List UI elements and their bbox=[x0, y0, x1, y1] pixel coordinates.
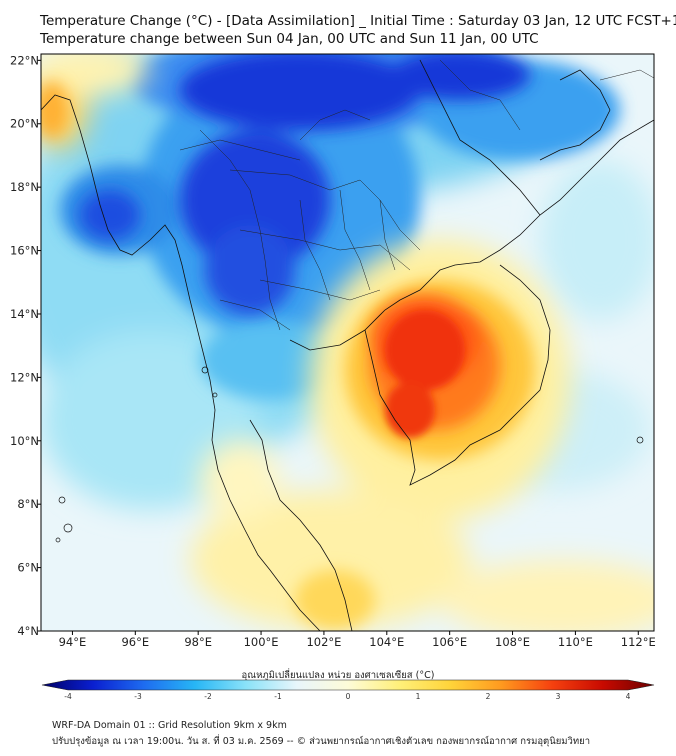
lat-tick-label: 4°N bbox=[17, 624, 39, 638]
lon-tick-label: 106°E bbox=[432, 635, 467, 649]
colorbar-tick-label: 1 bbox=[416, 692, 421, 701]
lat-tick-label: 14°N bbox=[10, 307, 39, 321]
lon-tick-label: 94°E bbox=[59, 635, 87, 649]
longitude-ticks: 94°E 96°E 98°E 100°E 102°E 104°E 106°E 108°E 110… bbox=[59, 631, 656, 649]
map-title: Temperature Change (°C) - [Data Assimila… bbox=[40, 13, 676, 29]
colorbar-label: อุณหภูมิเปลี่ยนแปลง หน่วย องศาเซลเซียส (… bbox=[241, 670, 435, 681]
colorbar-tick-label: 0 bbox=[346, 692, 351, 701]
lon-tick-label: 104°E bbox=[369, 635, 404, 649]
colorbar-tick-label: -4 bbox=[64, 692, 72, 701]
latitude-ticks: 22°N 20°N 18°N 16°N 14°N 12°N 10°N 8°N 6°N 4°N bbox=[10, 53, 41, 638]
lon-tick-label: 96°E bbox=[121, 635, 149, 649]
map-frame bbox=[40, 53, 655, 632]
lon-tick-label: 112°E bbox=[621, 635, 656, 649]
lon-tick-label: 102°E bbox=[306, 635, 341, 649]
temperature-map: 94°E 96°E 98°E 100°E 102°E 104°E 106°E 108°E 110… bbox=[10, 53, 656, 649]
colorbar-tick-label: -3 bbox=[134, 692, 142, 701]
lat-tick-label: 10°N bbox=[10, 434, 39, 448]
colorbar-tick-label: 4 bbox=[626, 692, 631, 701]
colorbar-bar bbox=[41, 679, 655, 691]
province-borders bbox=[179, 59, 654, 331]
lat-tick-label: 20°N bbox=[10, 117, 39, 131]
colorbar-tick-label: 2 bbox=[486, 692, 491, 701]
lon-tick-label: 98°E bbox=[184, 635, 212, 649]
map-subtitle: Temperature change between Sun 04 Jan, 0… bbox=[40, 31, 539, 47]
colorbar-ticks: -4 -3 -2 -1 0 1 2 3 4 bbox=[64, 692, 630, 701]
colorbar-tick-label: -1 bbox=[274, 692, 282, 701]
lat-tick-label: 6°N bbox=[17, 561, 39, 575]
lat-tick-label: 12°N bbox=[10, 370, 39, 384]
footer-credit: ปรับปรุงข้อมูล ณ เวลา 19:00น. วัน ส. ที่… bbox=[52, 736, 591, 747]
islands bbox=[55, 366, 644, 543]
colorbar-tick-label: 3 bbox=[556, 692, 561, 701]
lat-tick-label: 18°N bbox=[10, 180, 39, 194]
lat-tick-label: 22°N bbox=[10, 53, 39, 67]
footer-model-info: WRF-DA Domain 01 :: Grid Resolution 9km … bbox=[52, 720, 287, 731]
lon-tick-label: 108°E bbox=[495, 635, 530, 649]
lon-tick-label: 100°E bbox=[244, 635, 279, 649]
lat-tick-label: 8°N bbox=[17, 497, 39, 511]
temperature-field bbox=[41, 54, 654, 631]
lat-tick-label: 16°N bbox=[10, 244, 39, 258]
coastlines bbox=[41, 59, 654, 631]
lon-tick-label: 110°E bbox=[558, 635, 593, 649]
colorbar-tick-label: -2 bbox=[204, 692, 212, 701]
